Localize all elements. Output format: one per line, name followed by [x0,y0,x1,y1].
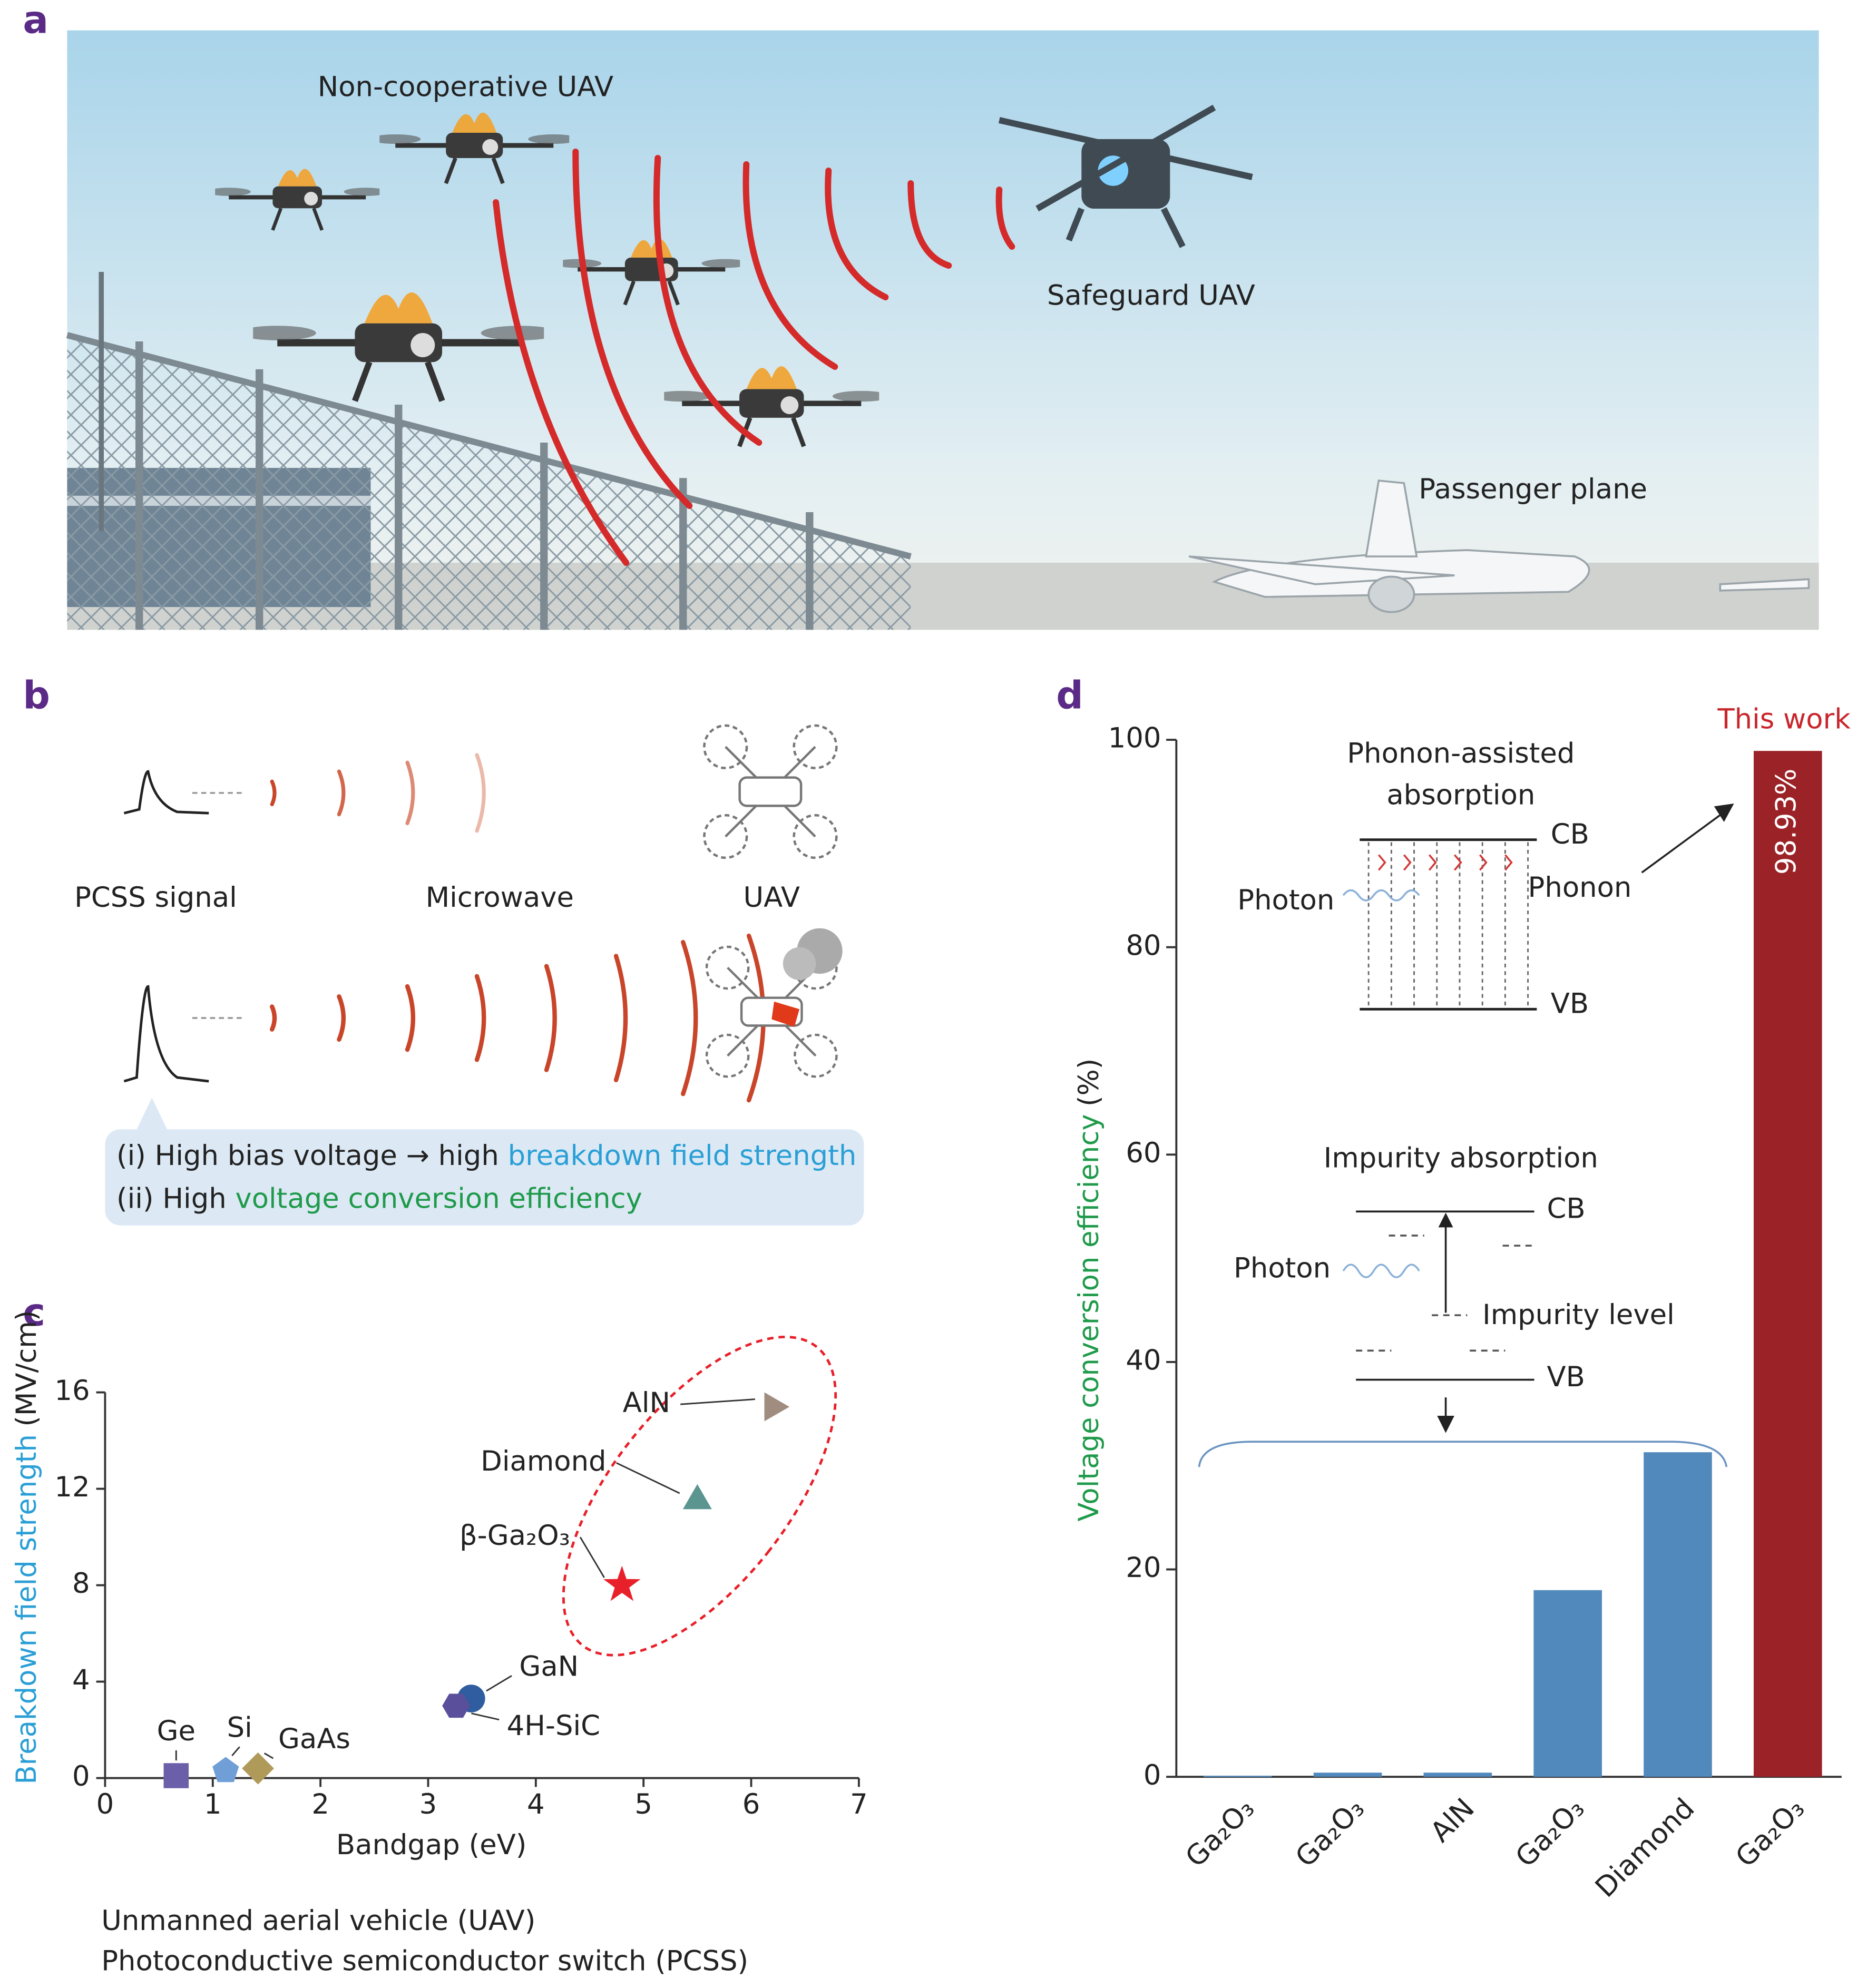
leader-line [471,1712,500,1721]
x-tick-label: AlN [1424,1792,1481,1848]
bar [1203,1776,1272,1777]
y-tick-label: 8 [72,1568,90,1600]
x-tick-label: Ga₂O₃ [1179,1792,1260,1873]
callout-text: (ii) High [116,1182,235,1215]
panel-label: a [23,0,48,42]
callout-line: (ii) High voltage conversion efficiency [116,1182,642,1215]
x-tick-label: 2 [311,1788,329,1820]
y-axis-label: Voltage conversion efficiency (%) [1073,1059,1105,1522]
point-label: GaAs [278,1723,350,1755]
value-label: 98.93% [1770,769,1802,875]
point [242,1752,274,1785]
scene-label: Safeguard UAV [1047,280,1255,312]
panel-label: b [23,673,50,717]
point [603,1565,641,1601]
leader-line [616,1462,680,1494]
x-tick-label: Ga₂O₃ [1509,1792,1590,1873]
x-tick-label: 0 [96,1788,114,1820]
y-tick-label: 80 [1126,929,1161,962]
bar [1753,751,1822,1777]
leader-line [579,1536,605,1578]
point-label: AlN [623,1387,670,1419]
inset-label: Phonon [1528,871,1632,904]
footnote: Unmanned aerial vehicle (UAV) [101,1905,535,1937]
y-tick-label: 60 [1126,1137,1161,1169]
diagram-label: UAV [744,882,800,914]
scene-label: Passenger plane [1419,473,1647,505]
y-axis-label-main: Breakdown field strength [11,1434,43,1785]
point-label: 4H-SiC [507,1710,600,1742]
y-tick-label: 12 [54,1471,90,1503]
y-tick-label: 16 [54,1375,90,1407]
band-label: CB [1547,1193,1586,1225]
diagram-label: Microwave [426,882,574,914]
x-tick-label: 4 [527,1788,545,1820]
diagram-label: PCSS signal [74,882,237,914]
band-label: VB [1547,1361,1585,1393]
y-tick-label: 4 [72,1664,90,1696]
y-axis-label: Breakdown field strength (MV/cm) [11,1310,43,1785]
point [764,1392,790,1422]
y-axis-label-unit: (MV/cm) [11,1310,43,1427]
x-tick-label: 3 [419,1788,437,1820]
panel-label: c [23,1290,45,1335]
leader-line [231,1746,240,1756]
inset-title: Impurity absorption [1324,1142,1598,1174]
point [163,1763,189,1788]
x-tick-label: 6 [742,1788,760,1820]
bar [1313,1772,1382,1777]
scene [66,30,1819,630]
x-tick-label: Diamond [1589,1792,1701,1904]
point [682,1484,712,1510]
leader-line [263,1752,274,1759]
point-label: β-Ga₂O₃ [460,1520,570,1552]
bar [1533,1590,1602,1777]
footnote: Photoconductive semiconductor switch (PC… [101,1945,748,1977]
x-tick-label: 1 [204,1788,222,1820]
x-tick-label: 7 [850,1788,868,1820]
inset-label: Photon [1237,884,1334,916]
point-label: Diamond [481,1445,606,1477]
x-tick-label: Ga₂O₃ [1729,1792,1811,1873]
band-diagram [1198,803,1734,1467]
y-tick-label: 40 [1126,1345,1161,1377]
y-tick-label: 100 [1108,722,1161,755]
y-tick-label: 0 [72,1760,90,1793]
band-label: CB [1551,818,1589,850]
band-label: VB [1551,988,1589,1020]
y-tick-label: 0 [1143,1759,1161,1791]
point [442,1693,471,1718]
leader-line [486,1675,512,1692]
panel-label: d [1056,673,1083,717]
y-axis-label-main: Voltage conversion efficiency [1073,1114,1105,1521]
callout-highlight: breakdown field strength [508,1140,857,1172]
highlight-ring [562,1335,837,1657]
point-label: Si [227,1711,252,1744]
point [212,1757,239,1783]
inset-label: Photon [1234,1252,1331,1284]
x-tick-label: 5 [634,1788,652,1820]
y-axis-label-unit: (%) [1073,1059,1105,1106]
inset-title: absorption [1386,779,1535,811]
x-tick-label: Ga₂O₃ [1289,1792,1371,1873]
scene-label: Non-cooperative UAV [318,71,613,103]
y-tick-label: 20 [1126,1552,1161,1584]
inset-title: Phonon-assisted [1347,738,1575,770]
leader-line [680,1398,755,1405]
callout-line: (i) High bias voltage → high breakdown f… [116,1140,856,1172]
x-axis-label: Bandgap (eV) [336,1829,527,1861]
callout-text: (i) High bias voltage → high [116,1140,508,1172]
inset-label: Impurity level [1482,1299,1675,1331]
point-label: Ge [157,1715,196,1747]
pcss-diagram [105,726,864,1226]
bar [1644,1452,1712,1777]
callout-highlight: voltage conversion efficiency [235,1182,642,1215]
annotation: This work [1717,703,1851,736]
point-label: GaN [519,1651,579,1683]
bar [1423,1772,1492,1777]
